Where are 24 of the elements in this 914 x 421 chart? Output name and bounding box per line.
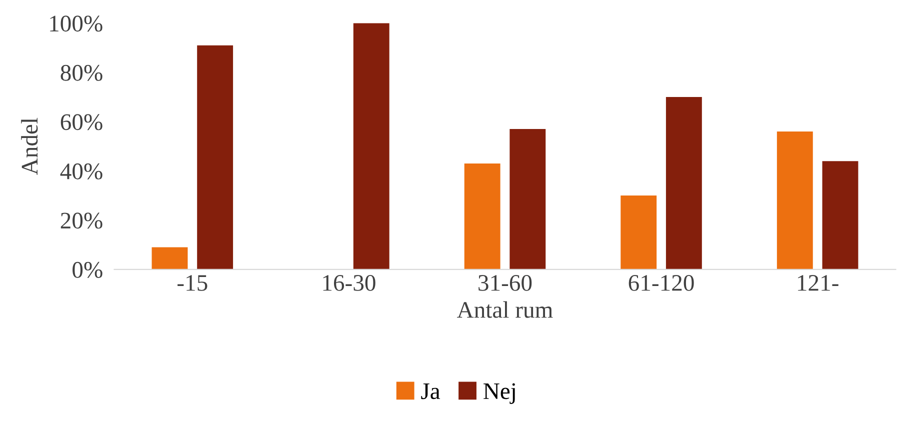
x-tick-label: 16-30 [323,274,376,291]
y-tick-label: 0% [72,262,102,278]
x-tick-label: 61-120 [628,274,694,291]
x-tick-label: -15 [178,275,208,291]
x-tick-label: 121- [798,275,838,291]
bar [822,161,858,270]
y-axis-title: Andel [21,118,38,175]
x-tick-label: 31-60 [478,274,532,291]
bar [197,45,234,270]
y-tick-label: 40% [60,163,102,180]
bar [353,23,390,270]
y-tick-label: 60% [60,114,102,130]
legend-label: Ja [421,383,440,400]
x-axis-title: Antal rum [457,301,553,318]
y-tick-label: 20% [60,212,102,229]
y-tick-label: 80% [60,64,102,81]
bar [152,247,188,270]
y-tick-label: 100% [50,16,102,32]
legend-label: Nej [484,383,515,404]
bar [510,129,546,270]
bar [464,164,500,270]
bar [666,97,702,270]
bar [620,196,657,270]
bar [776,132,813,270]
